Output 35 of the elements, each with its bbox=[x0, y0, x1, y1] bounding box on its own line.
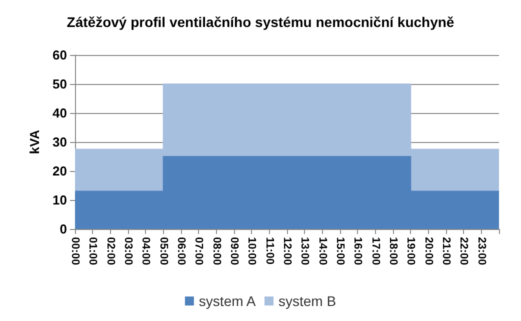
x-tick-label: 09:00 bbox=[228, 237, 240, 266]
x-tick-label: 14:00 bbox=[316, 237, 328, 266]
x-tick-label: 00:00 bbox=[69, 237, 81, 266]
x-tick-label: 05:00 bbox=[157, 237, 170, 266]
x-tick-label: 22:00 bbox=[458, 237, 470, 266]
x-tick-label: 21:00 bbox=[440, 237, 452, 266]
x-tick-label: 13:00 bbox=[298, 237, 311, 266]
x-tick-label: 02:00 bbox=[104, 237, 116, 266]
x-tick-label: 20:00 bbox=[422, 237, 434, 266]
y-tick-label: 30 bbox=[52, 134, 67, 150]
y-axis-title: kVA bbox=[27, 129, 42, 154]
x-tick-label: 12:00 bbox=[281, 237, 293, 266]
x-tick-label: 16:00 bbox=[352, 237, 364, 266]
x-tick-label: 19:00 bbox=[404, 237, 417, 266]
y-tick-label: 50 bbox=[52, 76, 67, 92]
x-tick-label: 10:00 bbox=[246, 237, 258, 266]
x-tick-label: 03:00 bbox=[122, 237, 134, 266]
legend-label: system A bbox=[198, 293, 256, 309]
x-tick-label: 15:00 bbox=[334, 237, 346, 266]
x-tick-label: 17:00 bbox=[369, 237, 382, 266]
y-tick-label: 20 bbox=[52, 164, 67, 178]
x-tick-label: 06:00 bbox=[175, 237, 187, 266]
x-tick-label: 11:00 bbox=[263, 237, 276, 265]
x-tick-label: 23:00 bbox=[475, 237, 488, 266]
y-tick-label: 40 bbox=[52, 106, 67, 120]
x-tick-label: 07:00 bbox=[192, 237, 205, 266]
legend-label: system B bbox=[278, 293, 336, 309]
x-tick-label: 01:00 bbox=[86, 237, 99, 266]
x-tick-label: 04:00 bbox=[140, 237, 152, 266]
x-tick-label: 08:00 bbox=[210, 237, 222, 266]
chart-title: Zátěžový profil ventilačního systému nemocniční kuchyně bbox=[66, 14, 454, 30]
x-tick-label: 18:00 bbox=[387, 237, 399, 266]
y-tick-label: 0 bbox=[60, 222, 67, 236]
y-tick-label: 60 bbox=[52, 48, 67, 62]
y-tick-label: 10 bbox=[52, 192, 67, 208]
